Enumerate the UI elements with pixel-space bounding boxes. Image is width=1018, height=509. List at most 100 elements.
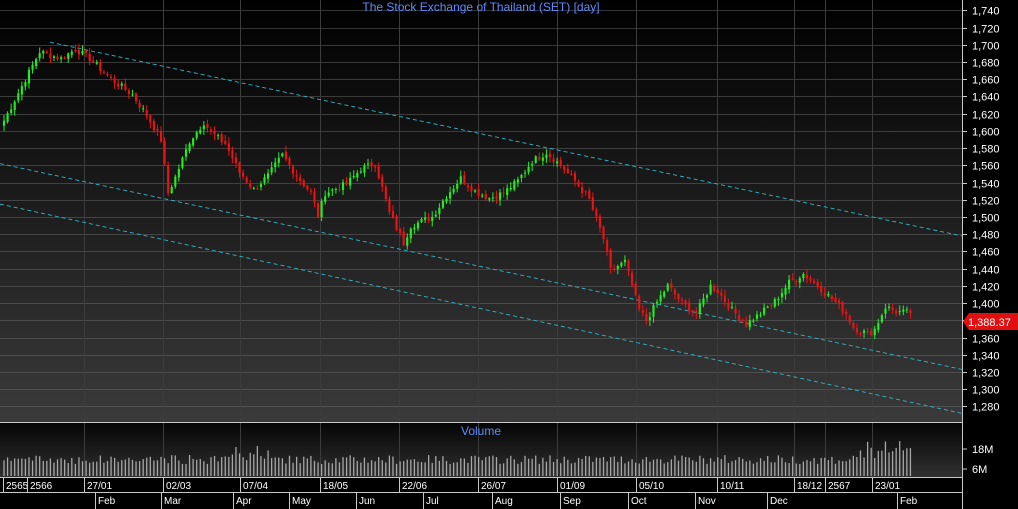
date-label: 02/03 <box>166 481 191 492</box>
candle-body <box>584 191 587 193</box>
candle-body <box>702 298 705 305</box>
candle-body <box>531 163 534 166</box>
candle-body <box>638 295 641 310</box>
horizontal-gridlines <box>0 10 962 407</box>
candle-body <box>862 330 866 333</box>
candle-body <box>92 60 95 63</box>
candle-body <box>49 53 52 59</box>
price-tick-label: 1,740 <box>972 6 1000 18</box>
candle-body <box>873 328 876 336</box>
candle-body <box>363 165 366 173</box>
candle-body <box>513 180 516 190</box>
candle-body <box>88 53 91 62</box>
candle-body <box>31 64 34 70</box>
month-label: Aug <box>495 496 513 507</box>
candle-body <box>709 284 712 295</box>
candle-body <box>459 176 462 184</box>
candle-body <box>684 300 687 305</box>
candle-body <box>288 158 291 165</box>
candle-body <box>206 124 209 129</box>
price-axis-ticks: 1,2801,3001,3201,3401,3601,3801,4001,420… <box>962 6 1000 414</box>
candle-body <box>377 166 380 179</box>
candle-body <box>2 120 6 126</box>
candle-body <box>502 192 505 194</box>
candle-body <box>441 200 445 208</box>
candle-body <box>406 237 409 246</box>
candle-body <box>909 310 912 314</box>
candle-body <box>652 305 655 317</box>
volume-panel-bg <box>0 423 962 477</box>
candle-body <box>598 215 602 228</box>
candle-body <box>734 308 737 314</box>
candle-body <box>498 192 502 200</box>
price-tick-label: 1,560 <box>972 161 1000 173</box>
candle-body <box>102 72 105 74</box>
candle-body <box>577 181 580 187</box>
price-axis-bg <box>962 0 1018 509</box>
candles <box>2 44 912 340</box>
candle-body <box>27 69 31 84</box>
candle-body <box>138 102 141 108</box>
candle-body <box>231 150 234 159</box>
trend-line <box>0 163 963 370</box>
price-tick-label: 1,500 <box>972 213 1000 225</box>
candle-body <box>95 62 98 64</box>
trend-line <box>49 41 963 237</box>
candle-body <box>473 190 477 192</box>
candle-body <box>795 280 798 282</box>
candle-body <box>866 331 869 333</box>
candle-body <box>284 151 287 160</box>
candle-body <box>74 49 77 52</box>
candle-body <box>445 198 448 202</box>
candle-body <box>145 110 148 117</box>
candle-body <box>85 50 88 53</box>
candle-body <box>331 189 334 191</box>
candle-body <box>763 307 766 315</box>
trend-channel <box>0 41 963 414</box>
candle-body <box>142 108 145 110</box>
price-tick-label: 1,420 <box>972 282 1000 294</box>
candle-body <box>209 129 213 132</box>
candle-body <box>431 217 434 221</box>
candle-body <box>449 192 452 199</box>
date-label: 18/12 <box>797 481 822 492</box>
trend-line <box>0 203 963 414</box>
candle-body <box>152 120 155 131</box>
price-tick-label: 1,440 <box>972 265 1000 277</box>
candle-body <box>52 56 56 58</box>
candle-body <box>427 217 430 221</box>
price-tick-label: 1,360 <box>972 334 1000 346</box>
candle-body <box>295 175 298 177</box>
candle-body <box>127 90 130 94</box>
candle-body <box>192 138 195 146</box>
price-tick-label: 1,540 <box>972 179 1000 191</box>
candle-body <box>267 173 270 179</box>
candle-body <box>45 51 48 53</box>
candle-body <box>559 160 562 166</box>
candle-body <box>570 174 573 176</box>
candle-body <box>848 315 851 323</box>
candle-body <box>24 82 27 87</box>
price-tick-label: 1,340 <box>972 351 1000 363</box>
volume-axis-ticks: 18M 6M <box>962 444 993 476</box>
price-tick-label: 1,640 <box>972 92 1000 104</box>
candle-body <box>420 219 423 223</box>
price-tick-label: 1,320 <box>972 368 1000 380</box>
volume-bars <box>3 441 912 476</box>
candle-body <box>680 298 684 301</box>
date-label: 27/01 <box>87 481 112 492</box>
candle-body <box>634 283 637 295</box>
candle-body <box>202 125 205 130</box>
candle-body <box>477 189 480 196</box>
candle-body <box>291 166 295 174</box>
candle-body <box>313 191 316 203</box>
date-label: 2565 <box>6 481 29 492</box>
candle-body <box>484 193 487 200</box>
candle-body <box>548 153 552 158</box>
candle-body <box>659 295 662 302</box>
candle-body <box>99 62 102 72</box>
candle-body <box>341 182 345 190</box>
candle-body <box>798 278 801 283</box>
candle-body <box>777 298 780 301</box>
